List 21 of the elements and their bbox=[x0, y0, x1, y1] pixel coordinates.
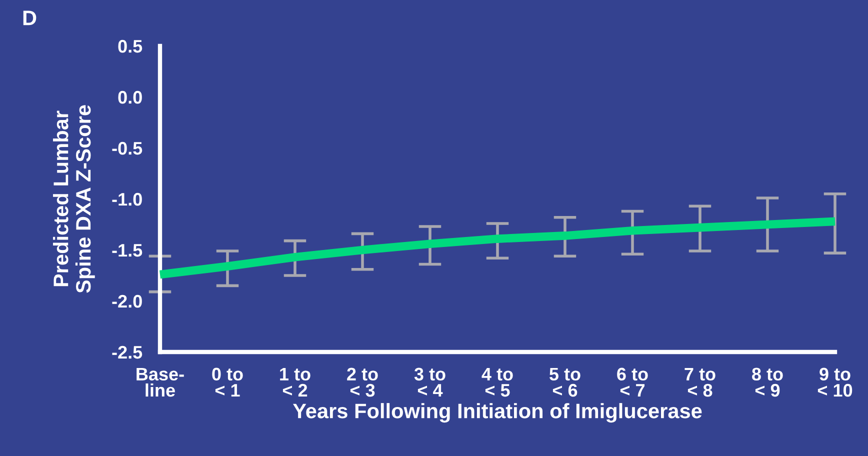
x-tick-label: 7 to < 8 bbox=[684, 368, 716, 397]
y-tick-label: 0.0 bbox=[118, 90, 142, 104]
x-tick-label: Base- line bbox=[136, 368, 184, 397]
x-tick-label: 9 to < 10 bbox=[818, 368, 852, 397]
y-axis-title: Predicted Lumbar Spine DXA Z-Score bbox=[53, 105, 95, 293]
x-tick-label: 5 to < 6 bbox=[550, 368, 580, 397]
x-tick-label: 8 to < 9 bbox=[752, 368, 783, 397]
x-axis-title: Years Following Initiation of Imiglucerase bbox=[292, 403, 702, 423]
x-tick-label: 4 to < 5 bbox=[482, 368, 513, 397]
x-tick-label: 1 to < 2 bbox=[280, 368, 310, 397]
y-tick-label: -2.5 bbox=[112, 346, 142, 359]
x-tick-label: 0 to < 1 bbox=[212, 368, 243, 397]
x-tick-label: 2 to < 3 bbox=[347, 368, 378, 397]
x-tick-label: 3 to < 4 bbox=[414, 368, 446, 397]
x-tick-label: 6 to < 7 bbox=[617, 368, 648, 397]
y-tick-label: -1.5 bbox=[112, 244, 142, 257]
y-tick-label: -2.0 bbox=[112, 294, 142, 308]
y-tick-label: -0.5 bbox=[112, 142, 142, 155]
y-tick-label: -1.0 bbox=[112, 192, 142, 206]
text: D bbox=[23, 10, 36, 26]
y-tick-label: 0.5 bbox=[118, 40, 142, 53]
